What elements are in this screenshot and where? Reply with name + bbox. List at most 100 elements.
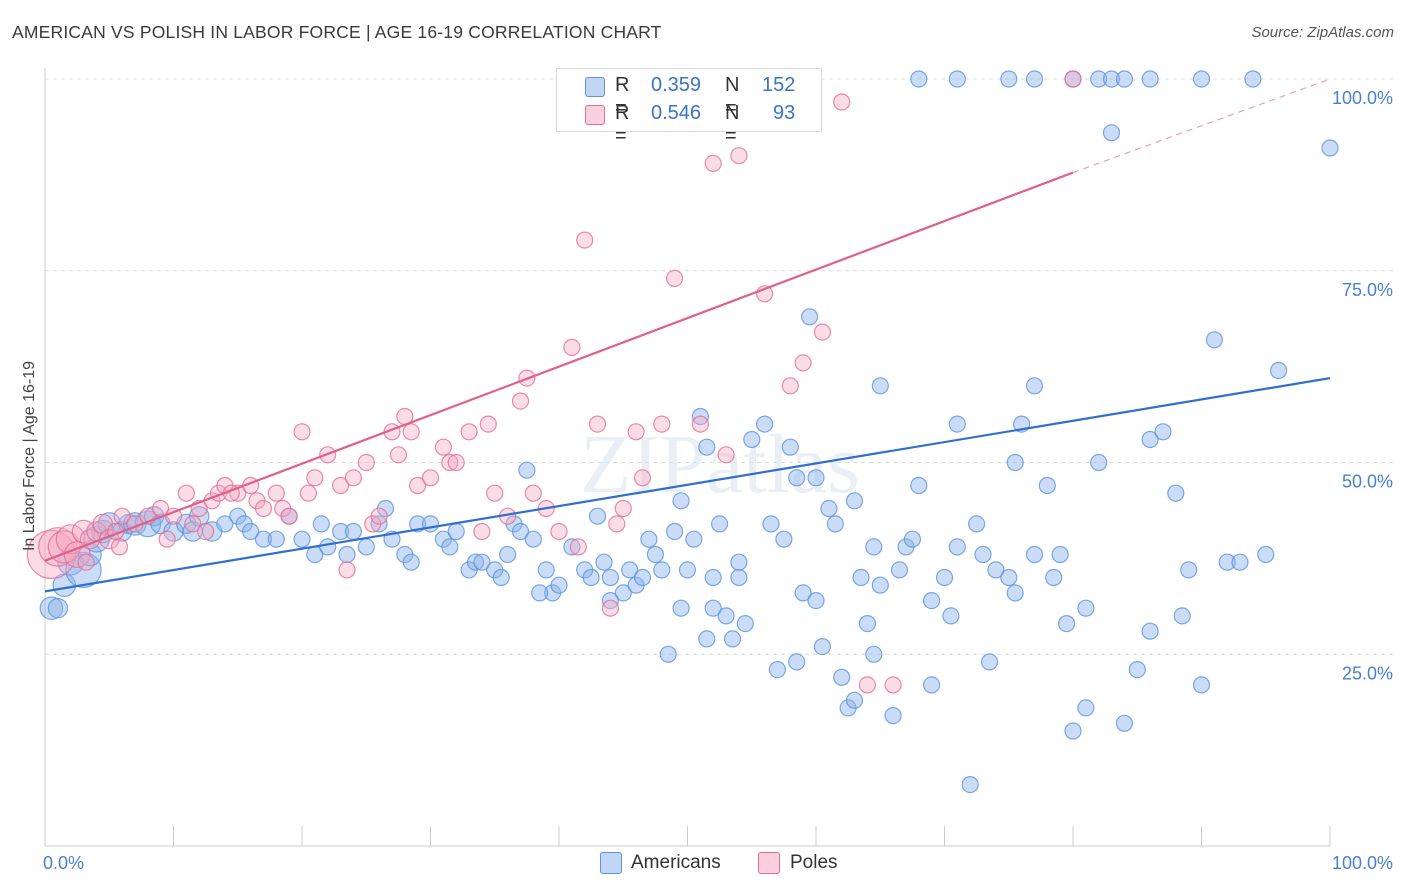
- data-point: [987, 561, 1005, 579]
- data-point: [216, 515, 234, 533]
- data-point: [1231, 553, 1249, 571]
- data-point: [646, 545, 665, 564]
- data-point: [1128, 660, 1146, 679]
- data-point: [447, 453, 465, 472]
- data-point: [627, 423, 645, 441]
- poles-r-label: R =: [615, 102, 630, 147]
- data-point: [967, 515, 986, 533]
- poles-r-value: 0.546: [651, 102, 702, 124]
- data-point: [113, 507, 131, 525]
- data-point: [1102, 70, 1121, 88]
- poles-swatch: [585, 105, 605, 125]
- data-point: [659, 645, 677, 663]
- data-point: [717, 446, 735, 464]
- data-point: [845, 691, 864, 709]
- data-point: [518, 461, 536, 479]
- data-point: [845, 492, 864, 510]
- data-point: [1057, 614, 1076, 633]
- data-point: [499, 545, 517, 564]
- data-point: [768, 660, 787, 679]
- data-point: [1025, 545, 1044, 564]
- data-point: [910, 70, 928, 88]
- data-point: [441, 538, 459, 556]
- data-point: [691, 415, 710, 433]
- data-point: [781, 438, 799, 456]
- data-point: [184, 515, 202, 533]
- data-point: [608, 515, 626, 533]
- data-point: [1141, 430, 1159, 449]
- data-point: [77, 553, 95, 571]
- data-point: [890, 561, 909, 579]
- data-point: [1090, 453, 1108, 472]
- data-point: [434, 438, 452, 456]
- data-point: [479, 415, 497, 433]
- data-point: [1006, 584, 1024, 602]
- poles-legend-label: Poles: [790, 852, 838, 873]
- data-point: [942, 607, 960, 625]
- data-point: [402, 553, 420, 571]
- y-axis-label: In Labor Force | Age 16-19: [21, 361, 38, 551]
- data-point: [833, 668, 851, 686]
- data-point: [1077, 699, 1095, 717]
- data-point: [980, 653, 999, 671]
- data-point: [1244, 70, 1262, 88]
- data-point: [582, 568, 600, 587]
- poles-trend-extension: [1072, 78, 1331, 174]
- data-point: [852, 568, 870, 587]
- data-point: [633, 568, 652, 587]
- data-point: [1192, 676, 1211, 694]
- data-point: [871, 576, 889, 594]
- data-point: [486, 484, 504, 502]
- data-point: [511, 392, 530, 410]
- data-point: [1154, 423, 1172, 441]
- data-point: [826, 515, 844, 533]
- americans-legend-label: Americans: [631, 852, 721, 873]
- data-point: [1115, 70, 1134, 88]
- data-point: [704, 154, 722, 172]
- series-americans: [39, 70, 1339, 794]
- trend-lines: [44, 78, 1331, 593]
- data-point: [267, 530, 285, 548]
- data-point: [698, 438, 716, 456]
- americans-legend-swatch: [600, 852, 622, 874]
- data-point: [935, 568, 954, 587]
- data-point: [338, 561, 356, 579]
- data-point: [672, 492, 690, 510]
- data-point: [267, 484, 285, 502]
- data-point: [794, 584, 812, 602]
- data-point: [1045, 568, 1063, 587]
- data-point: [820, 499, 838, 518]
- data-point: [55, 524, 86, 555]
- data-point: [537, 561, 555, 579]
- data-point: [813, 323, 832, 341]
- data-point: [1064, 70, 1082, 88]
- y-tick-label: 100.0%: [1332, 88, 1393, 108]
- data-point: [595, 553, 613, 571]
- data-point: [601, 568, 620, 587]
- data-point: [723, 630, 742, 648]
- data-point: [588, 415, 607, 433]
- data-point: [158, 530, 176, 548]
- data-point: [299, 484, 317, 502]
- data-point: [524, 484, 542, 502]
- data-point: [447, 522, 465, 541]
- poles-trend-line: [44, 171, 1074, 562]
- data-point: [781, 377, 799, 395]
- data-point: [865, 538, 883, 556]
- data-point: [1141, 70, 1159, 88]
- data-point: [614, 499, 632, 518]
- data-point: [293, 423, 311, 441]
- data-point: [293, 530, 311, 548]
- data-point: [884, 706, 902, 725]
- data-point: [550, 522, 568, 541]
- data-point: [665, 522, 684, 541]
- chart-title: AMERICAN VS POLISH IN LABOR FORCE | AGE …: [12, 22, 662, 42]
- data-point: [357, 453, 375, 472]
- americans-r-label: R =: [615, 74, 630, 119]
- data-point: [492, 568, 510, 587]
- data-point: [1141, 622, 1159, 640]
- data-point: [588, 507, 607, 525]
- data-point: [614, 584, 632, 602]
- data-point: [922, 676, 941, 694]
